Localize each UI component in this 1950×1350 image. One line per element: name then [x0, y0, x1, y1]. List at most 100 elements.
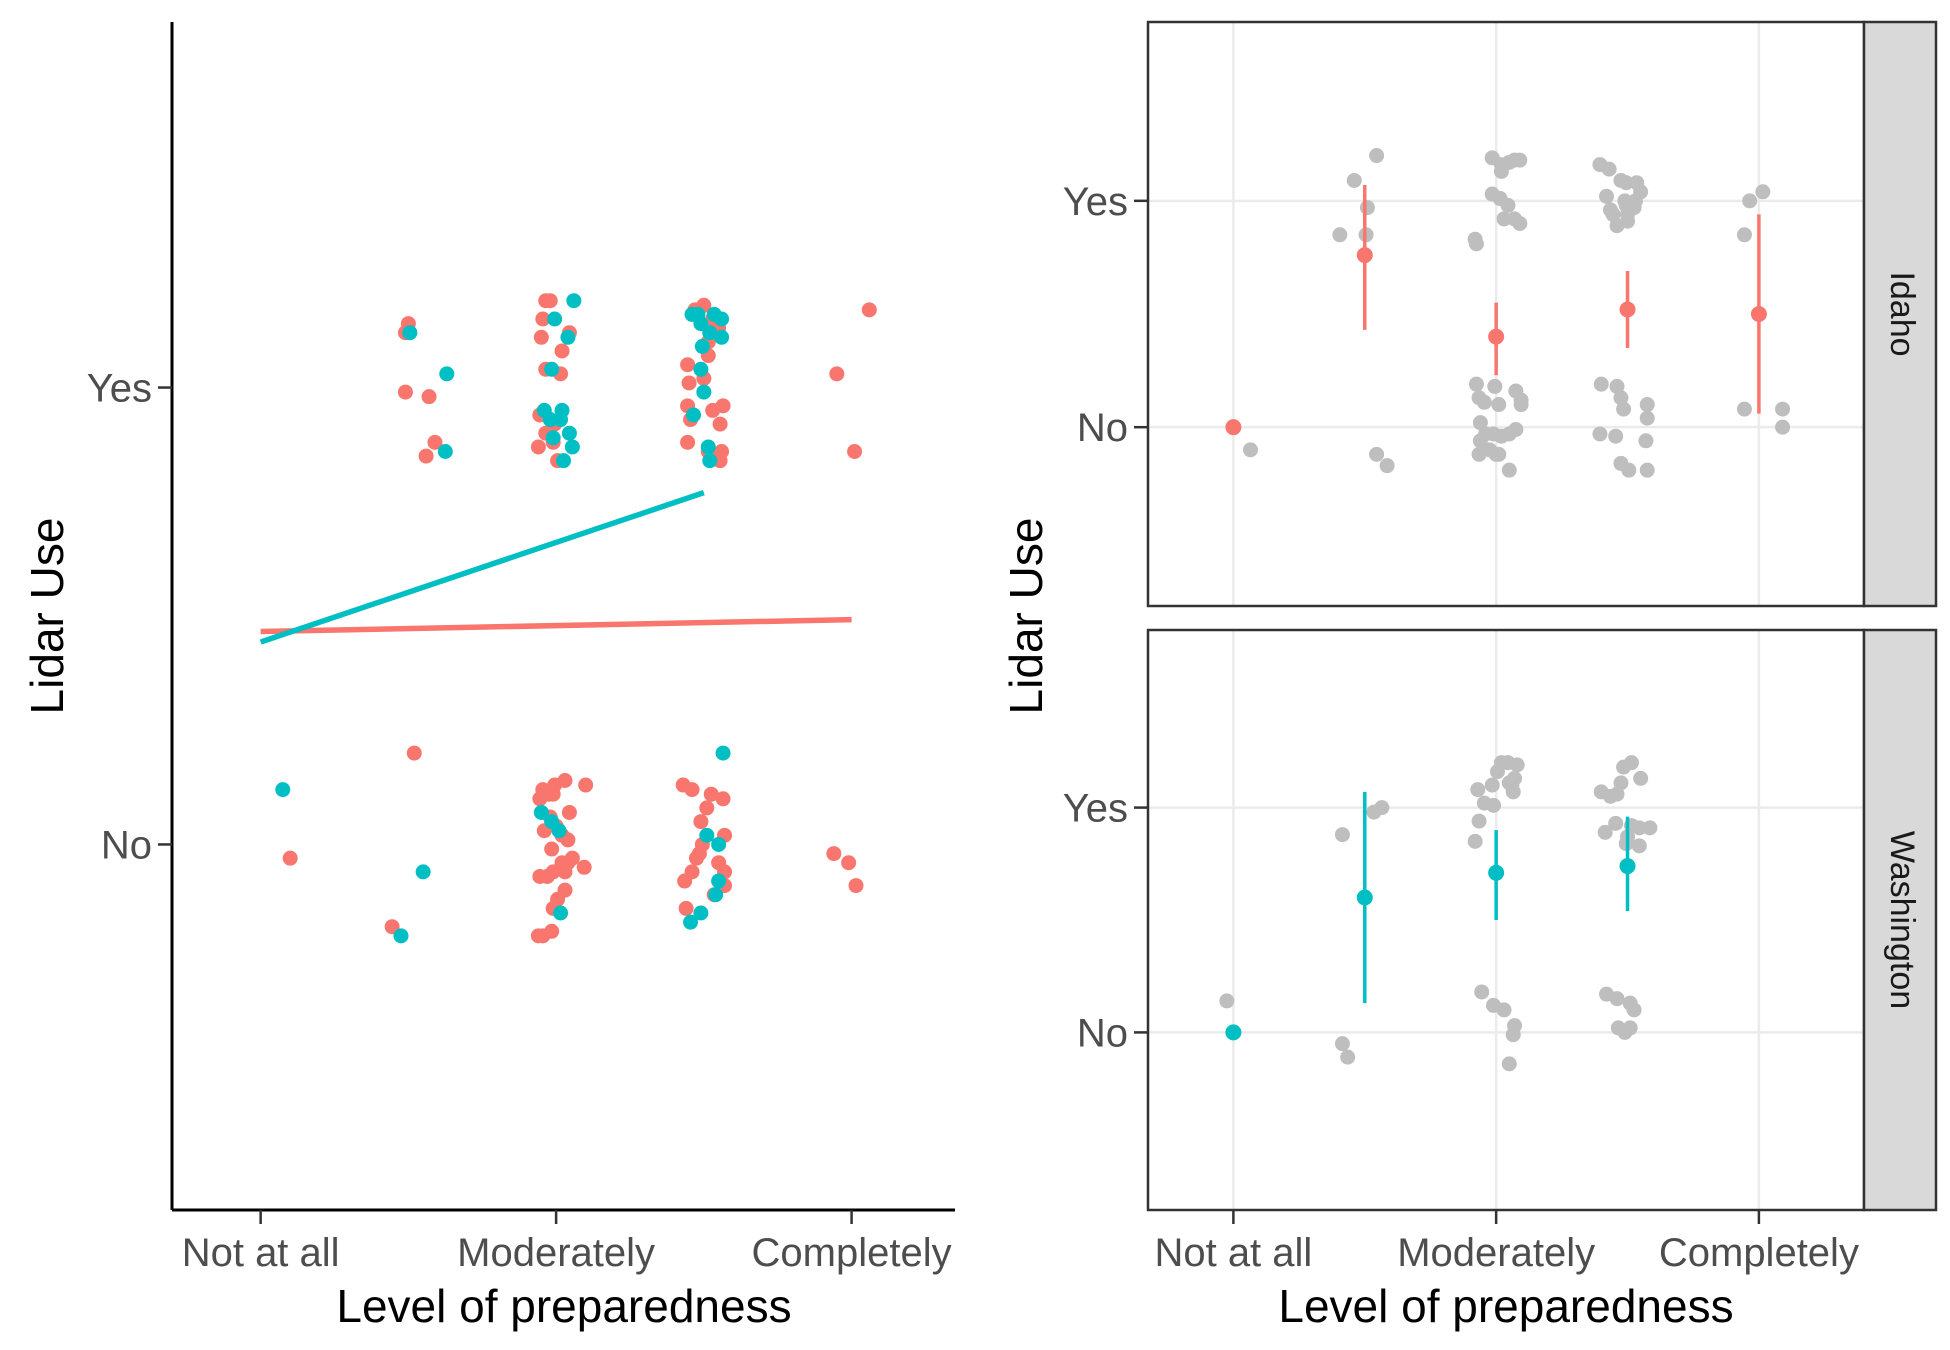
- raw-point: [1626, 1002, 1642, 1018]
- point-washington: [439, 366, 455, 382]
- point-washington: [711, 836, 727, 852]
- raw-point: [1608, 815, 1624, 831]
- raw-point: [1476, 394, 1492, 410]
- raw-point: [1616, 401, 1632, 417]
- point-washington: [551, 823, 567, 839]
- raw-point: [1509, 757, 1525, 773]
- point-idaho: [829, 366, 845, 382]
- point-idaho: [680, 357, 696, 373]
- raw-point: [1609, 991, 1625, 1007]
- raw-point: [1471, 446, 1487, 462]
- raw-point: [1468, 236, 1484, 252]
- mean-point: [1356, 889, 1373, 906]
- right-top-panel-background: [1148, 22, 1864, 606]
- raw-point: [1332, 227, 1348, 243]
- raw-point: [1613, 390, 1629, 406]
- right-bottom-ticks: No Yes Not at all Moderately Completely: [1063, 787, 1859, 1275]
- right-bottom-summary: [1225, 791, 1636, 1041]
- mean-point: [1225, 419, 1242, 436]
- raw-point: [1618, 175, 1634, 191]
- raw-point: [1639, 397, 1655, 413]
- point-idaho: [397, 384, 413, 400]
- point-idaho: [578, 777, 594, 793]
- point-washington: [275, 782, 291, 798]
- point-washington: [556, 453, 571, 469]
- raw-point: [1508, 421, 1524, 437]
- raw-point: [1512, 152, 1528, 168]
- point-idaho: [544, 841, 560, 857]
- point-idaho: [688, 850, 704, 866]
- point-washington: [545, 430, 561, 446]
- raw-point: [1638, 433, 1654, 449]
- point-idaho: [705, 402, 721, 418]
- point-idaho: [712, 453, 728, 469]
- raw-point: [1467, 833, 1483, 849]
- raw-point: [1359, 200, 1375, 216]
- point-idaho: [421, 389, 437, 405]
- raw-point: [1639, 410, 1655, 426]
- raw-point: [1496, 211, 1512, 227]
- point-idaho: [681, 375, 697, 391]
- raw-point: [1642, 820, 1658, 836]
- trend-line-idaho: [260, 616, 852, 635]
- raw-point: [1617, 1024, 1633, 1040]
- raw-point: [1593, 376, 1609, 392]
- raw-point: [1476, 795, 1492, 811]
- x-tick-label: Not at all: [1154, 1231, 1312, 1275]
- point-idaho: [712, 416, 728, 432]
- raw-point: [1627, 193, 1643, 209]
- point-washington: [547, 311, 563, 327]
- raw-point: [1609, 786, 1625, 802]
- raw-point: [1623, 755, 1639, 771]
- point-idaho: [561, 804, 577, 820]
- right-top-ticks: No Yes: [1063, 180, 1148, 450]
- mean-point: [1356, 247, 1373, 264]
- left-panel: No Yes Not at all Moderately Completely Leve…: [21, 22, 955, 1332]
- raw-point: [1491, 397, 1507, 413]
- left-trend-lines: [259, 490, 852, 645]
- x-tick-label: Completely: [752, 1231, 952, 1275]
- point-idaho: [557, 772, 573, 788]
- raw-point: [1334, 827, 1350, 843]
- point-washington: [714, 329, 730, 345]
- point-idaho: [677, 873, 693, 889]
- right-y-axis-title: Lidar Use: [1000, 518, 1052, 715]
- point-idaho: [699, 800, 715, 816]
- point-washington: [694, 338, 710, 354]
- right-top-panel: Idaho No Yes: [1063, 20, 1938, 608]
- raw-point: [1366, 804, 1382, 820]
- raw-point: [1601, 161, 1617, 177]
- point-washington: [393, 928, 409, 944]
- raw-point: [1219, 993, 1235, 1009]
- trend-line-washington: [259, 490, 705, 645]
- point-washington: [544, 361, 560, 377]
- point-washington: [553, 905, 569, 921]
- x-tick-label: Moderately: [1397, 1231, 1595, 1275]
- point-idaho: [678, 900, 694, 916]
- raw-point: [1470, 782, 1486, 798]
- right-top-summary: [1225, 184, 1767, 436]
- raw-point: [1504, 777, 1520, 793]
- point-washington: [715, 745, 731, 761]
- raw-point: [1346, 172, 1362, 188]
- raw-point: [1736, 227, 1752, 243]
- raw-point: [1742, 193, 1758, 209]
- raw-point: [1501, 1056, 1517, 1072]
- mean-point: [1225, 1024, 1242, 1041]
- raw-point: [1736, 401, 1752, 417]
- right-bottom-raw-points: [1219, 755, 1658, 1072]
- left-points: [275, 293, 877, 944]
- raw-point: [1597, 824, 1613, 840]
- right-bottom-panel: Washington No Yes Not at all Moderately Comp…: [1063, 628, 1938, 1275]
- left-y-axis-title: Lidar Use: [21, 518, 73, 715]
- point-idaho: [703, 786, 719, 802]
- point-idaho: [539, 868, 555, 884]
- point-idaho: [693, 814, 709, 830]
- mean-point: [1750, 306, 1767, 322]
- point-idaho: [557, 864, 573, 880]
- point-idaho: [418, 448, 434, 464]
- mean-point: [1488, 864, 1505, 881]
- point-washington: [402, 325, 418, 341]
- point-washington: [560, 329, 576, 345]
- point-idaho: [826, 846, 842, 862]
